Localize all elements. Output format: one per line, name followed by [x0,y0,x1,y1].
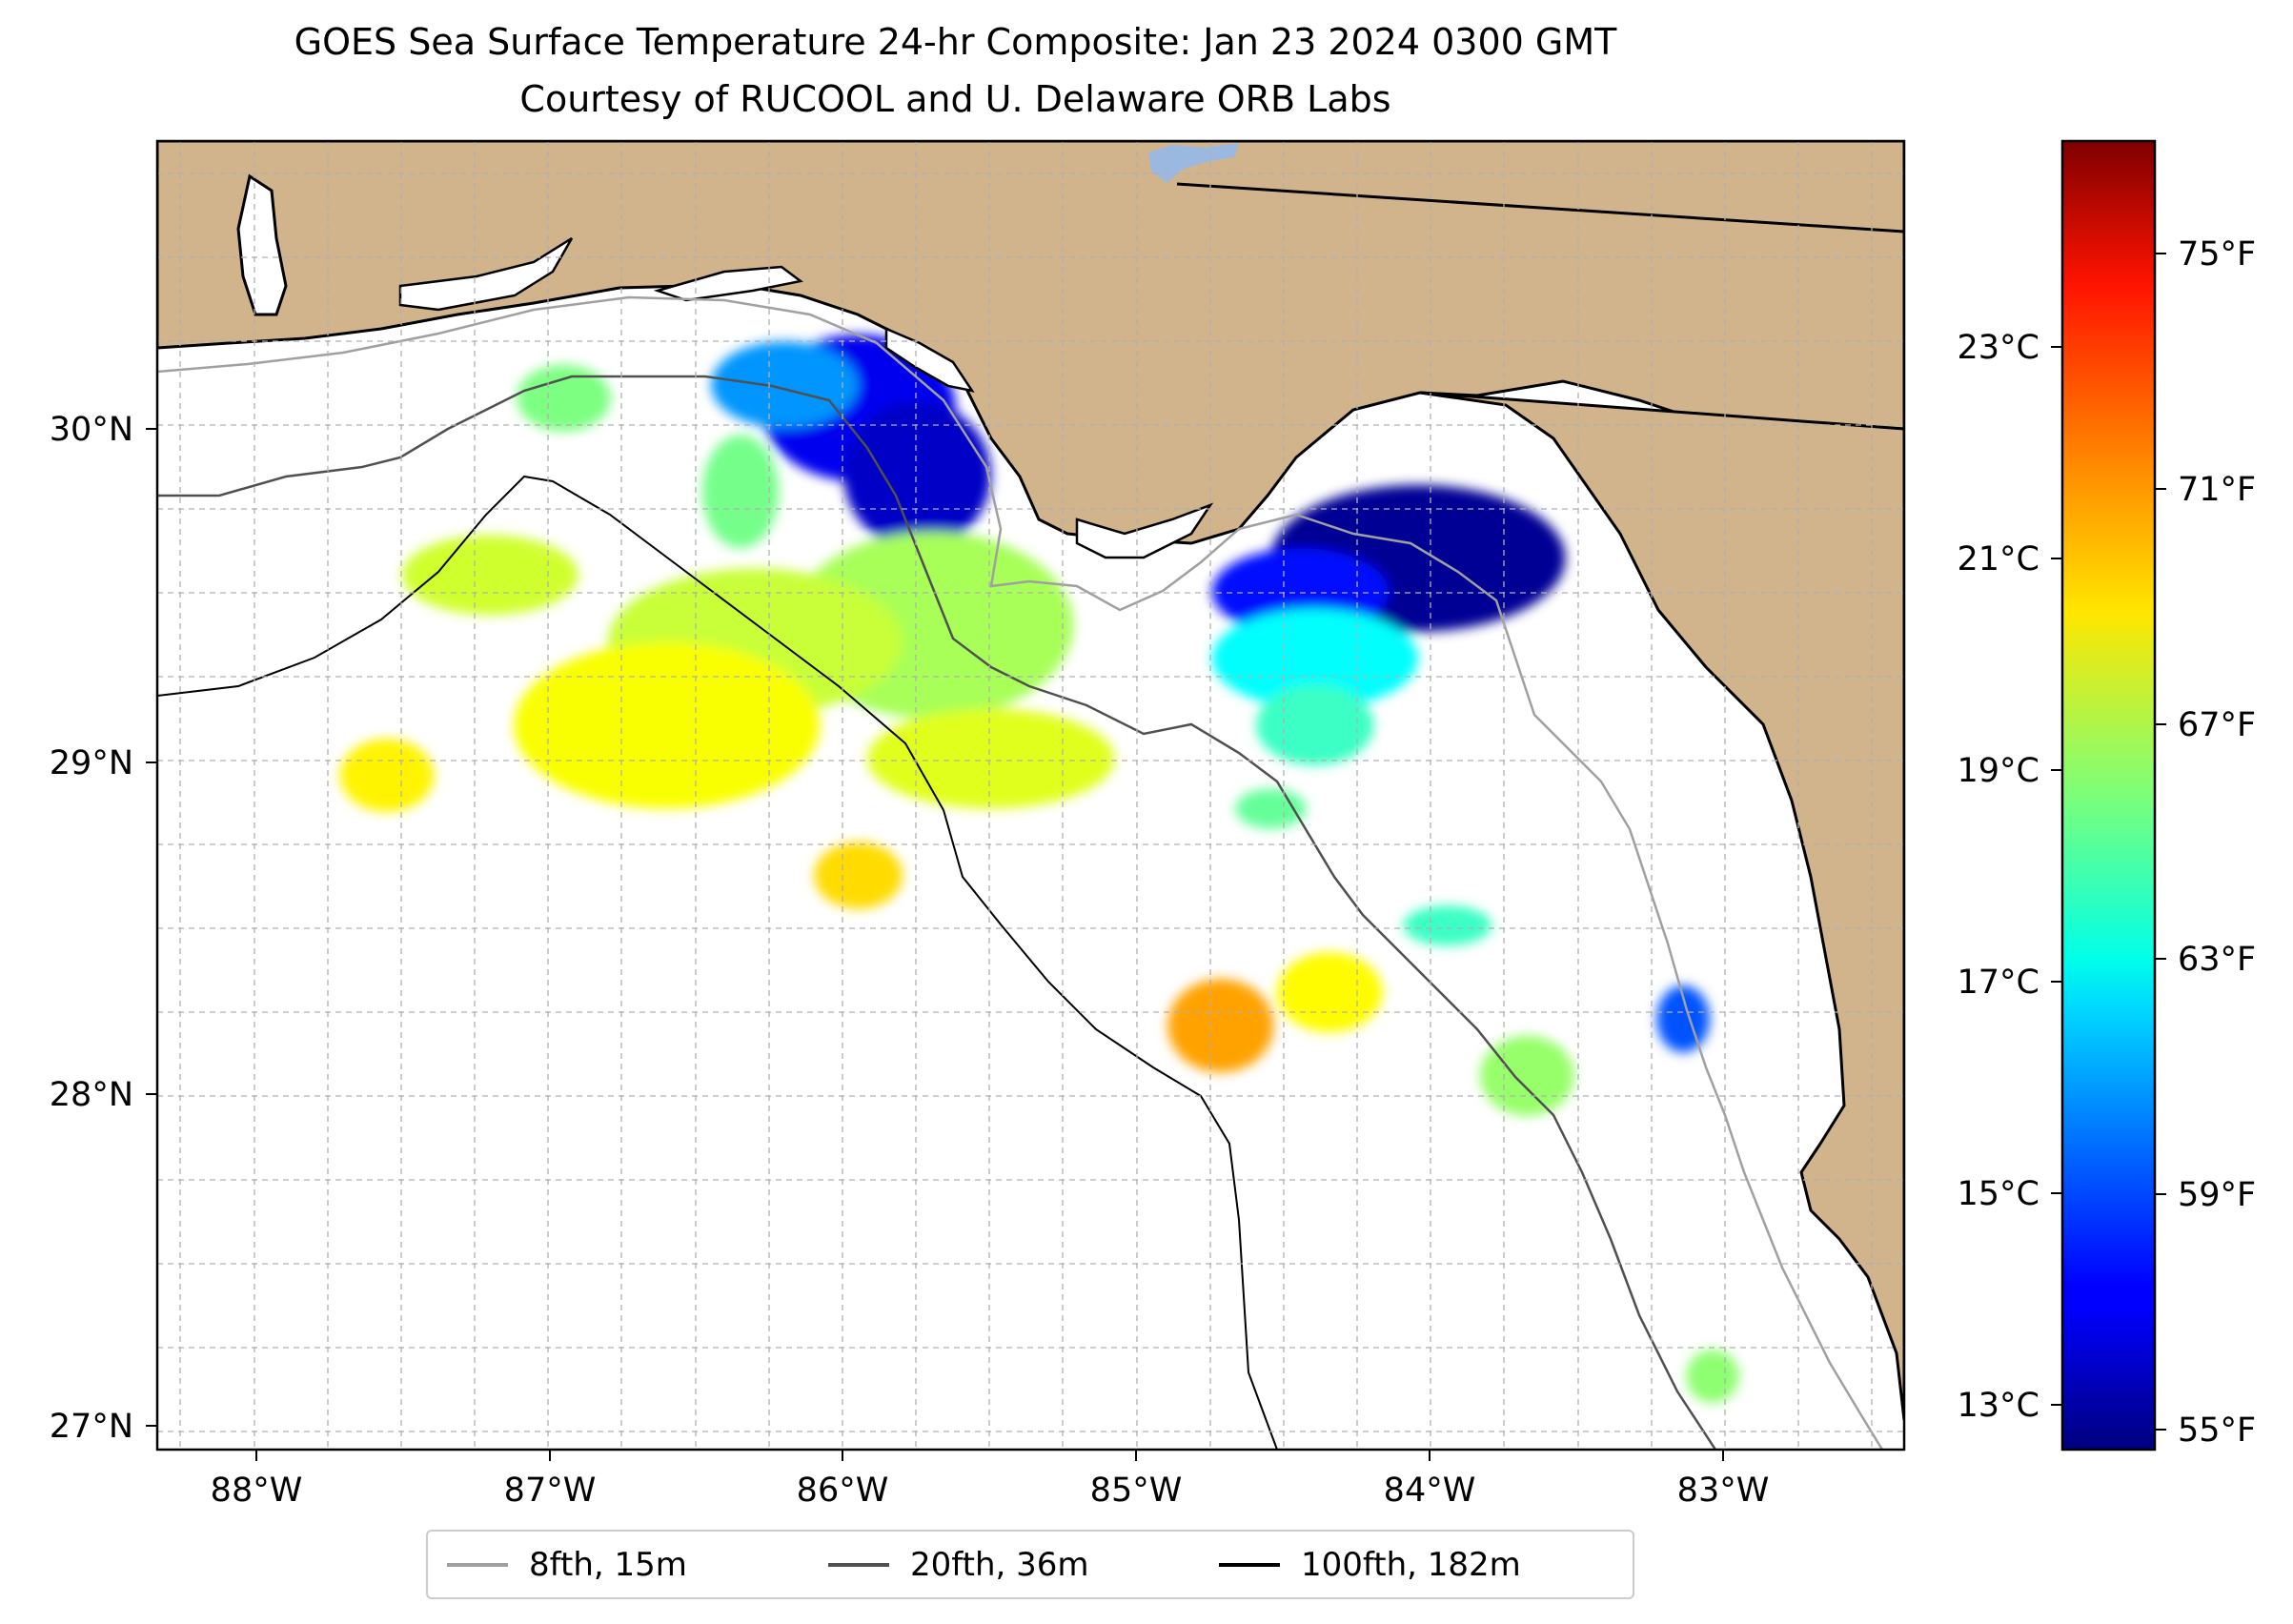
sst-patch [701,435,780,549]
lon-axis [255,1450,1724,1461]
graticule [157,141,1904,1450]
celsius-tick-label: 23°C [1958,329,2039,367]
land-florida-peninsula [1419,391,1904,1421]
legend-label: 100fth, 182m [1301,1545,1521,1584]
fahrenheit-tick-label: 59°F [2178,1176,2256,1214]
legend-label: 8fth, 15m [529,1545,687,1584]
sst-patch [517,364,612,432]
fahrenheit-tick-label: 67°F [2178,706,2256,744]
colorbar [2060,139,2157,1451]
lon-tick-label: 85°W [1090,1472,1183,1510]
lon-tick-label: 87°W [504,1472,597,1510]
chart-title: GOES Sea Surface Temperature 24-hr Compo… [294,21,1617,63]
sst-patch [1686,1349,1739,1403]
sst-patch [1211,608,1418,709]
lon-tick-label: 88°W [211,1472,303,1510]
lat-tick-label: 29°N [50,744,133,782]
fahrenheit-tick-label: 71°F [2178,471,2256,509]
legend-item-20fth: 20fth, 36m [828,1532,1089,1597]
sst-patch [1167,979,1274,1073]
fahrenheit-tick-label: 55°F [2178,1411,2256,1450]
isobath-100fth [157,475,1278,1450]
fahrenheit-tick-label: 63°F [2178,941,2256,979]
sst-patch [401,535,579,616]
map-frame [155,139,1906,1451]
apalachicola-bay [1075,502,1214,559]
colorbar-celsius-axis [2051,346,2062,1406]
mobile-bay [236,173,288,316]
celsius-tick-label: 17°C [1958,964,2039,1002]
land-panhandle [157,141,1904,545]
celsius-tick-label: 15°C [1958,1175,2039,1213]
sst-patch [814,842,903,909]
celsius-tick-label: 19°C [1958,752,2039,790]
fahrenheit-tick-label: 75°F [2178,235,2256,274]
lon-tick-label: 83°W [1677,1472,1770,1510]
legend-swatch-8fth [447,1562,508,1567]
lat-axis [146,428,157,1427]
celsius-tick-label: 21°C [1958,540,2039,579]
isobath-legend: 8fth, 15m 20fth, 36m 100fth, 182m [426,1530,1634,1599]
sst-patch [711,341,859,429]
celsius-tick-label: 13°C [1958,1387,2039,1425]
state-border [1176,182,1904,233]
sst-patch [1255,684,1374,765]
isobath-8fth [157,295,1884,1450]
sst-patch [1479,1035,1574,1116]
chart-subtitle: Courtesy of RUCOOL and U. Delaware ORB L… [519,78,1391,120]
sst-patch [339,738,435,813]
sst-patch [514,641,821,809]
colorbar-fahrenheit-axis [2155,253,2166,1431]
pensacola-bay [398,236,574,312]
lon-tick-label: 86°W [797,1472,889,1510]
st-andrew-bay [884,327,975,393]
sst-patch [1403,905,1492,946]
legend-swatch-100fth [1219,1562,1280,1567]
lake-seminole [1148,143,1239,183]
sst-patch [866,708,1115,809]
sst-patch [843,401,991,549]
legend-swatch-20fth [828,1562,889,1567]
lat-tick-label: 30°N [50,411,133,449]
legend-label: 20fth, 36m [910,1545,1089,1584]
lon-tick-label: 84°W [1384,1472,1476,1510]
legend-item-100fth: 100fth, 182m [1219,1532,1521,1597]
lat-tick-label: 27°N [50,1408,133,1446]
sst-patch [1235,788,1307,829]
legend-item-8fth: 8fth, 15m [447,1532,687,1597]
lat-tick-label: 28°N [50,1076,133,1114]
sst-patch [1276,952,1383,1033]
